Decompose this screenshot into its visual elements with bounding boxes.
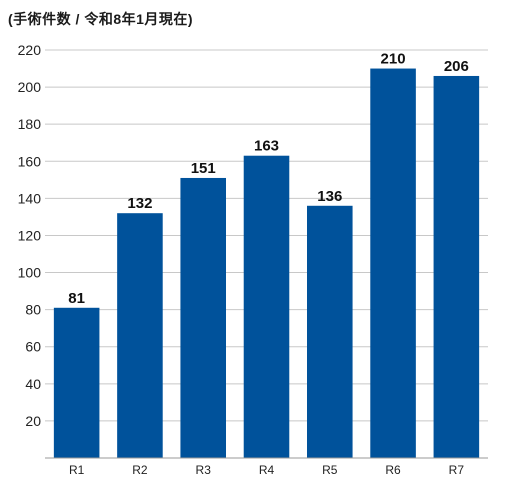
data-labels: 81 132 151 163 136 210 206 bbox=[68, 51, 469, 307]
bar-r1 bbox=[53, 307, 100, 458]
y-tick-label: 140 bbox=[18, 190, 42, 206]
bar-r7 bbox=[433, 75, 480, 459]
x-tick-label: R2 bbox=[132, 463, 148, 477]
y-tick-label: 20 bbox=[25, 413, 41, 429]
x-tick-label: R5 bbox=[322, 463, 338, 477]
data-label-r4: 163 bbox=[254, 138, 279, 155]
y-tick-label: 180 bbox=[18, 116, 42, 132]
y-tick-label: 80 bbox=[25, 302, 41, 318]
data-label-r1: 81 bbox=[68, 290, 85, 307]
data-label-r3: 151 bbox=[191, 160, 216, 177]
bar-r5 bbox=[307, 205, 353, 458]
bar-r4 bbox=[243, 155, 290, 458]
bar-r3 bbox=[180, 177, 226, 459]
y-tick-label: 200 bbox=[18, 79, 42, 95]
x-tick-label: R7 bbox=[449, 463, 465, 477]
data-label-r2: 132 bbox=[127, 195, 152, 212]
x-axis: R1 R2 R3 R4 R5 R6 R7 bbox=[45, 457, 488, 477]
data-label-r7: 206 bbox=[444, 58, 469, 75]
y-tick-label: 40 bbox=[25, 376, 41, 392]
bar-r6 bbox=[370, 68, 416, 458]
y-tick-label: 220 bbox=[18, 42, 42, 58]
y-tick-label: 120 bbox=[18, 227, 42, 243]
bar-r2 bbox=[117, 213, 163, 458]
data-label-r6: 210 bbox=[381, 51, 406, 68]
x-tick-label: R3 bbox=[196, 463, 212, 477]
x-tick-label: R6 bbox=[385, 463, 401, 477]
bars bbox=[53, 68, 480, 459]
y-tick-label: 160 bbox=[18, 153, 42, 169]
x-tick-label: R1 bbox=[69, 463, 85, 477]
chart-title: (手術件数 / 令和8年1月現在) bbox=[8, 11, 194, 27]
data-label-r5: 136 bbox=[317, 188, 342, 205]
y-axis: 20 40 60 80 100 120 140 160 180 200 220 bbox=[18, 42, 42, 429]
y-tick-label: 100 bbox=[18, 265, 42, 281]
y-tick-label: 60 bbox=[25, 339, 41, 355]
x-tick-label: R4 bbox=[259, 463, 275, 477]
